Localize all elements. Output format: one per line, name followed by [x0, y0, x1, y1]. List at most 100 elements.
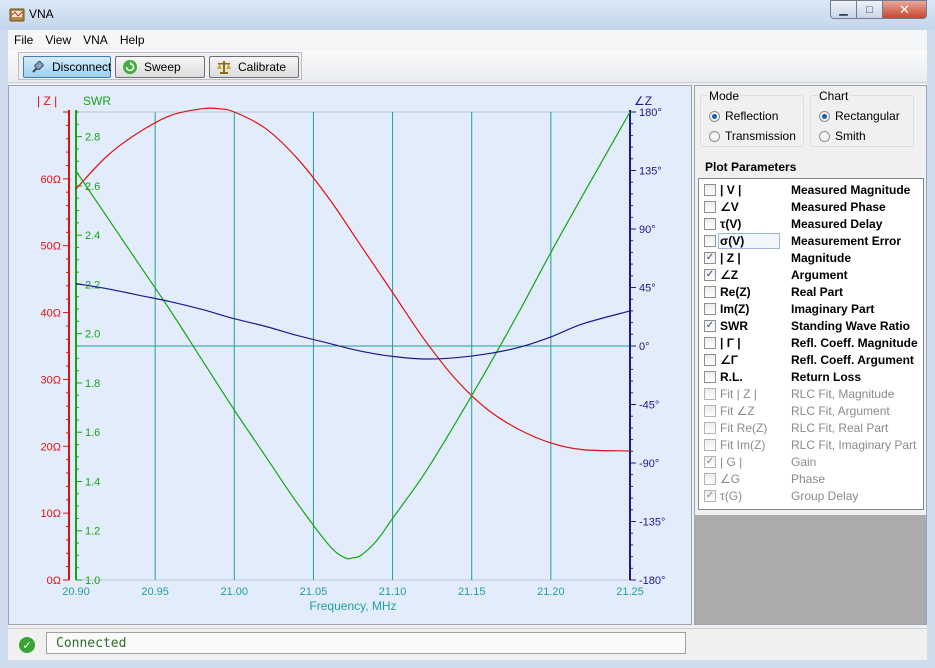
- z-tick-label: 40Ω: [41, 308, 61, 320]
- checkbox-checked[interactable]: ✓: [704, 455, 716, 468]
- checkbox-unchecked[interactable]: [704, 421, 716, 434]
- menu-file[interactable]: File: [14, 32, 34, 47]
- plot-parameter-row[interactable]: ∠V Measured Phase: [699, 198, 923, 215]
- checkbox-unchecked[interactable]: [704, 302, 716, 315]
- caption-buttons: ▁ □ ✕: [830, 0, 927, 20]
- calibrate-button[interactable]: Calibrate: [209, 56, 299, 78]
- checkbox-unchecked[interactable]: [704, 438, 716, 451]
- settings-area: Mode Reflection Transmission Chart Recta…: [695, 86, 926, 515]
- close-button[interactable]: ✕: [883, 0, 927, 19]
- x-tick-label: 21.00: [221, 586, 249, 598]
- plot-parameter-row[interactable]: Im(Z) Imaginary Part: [699, 300, 923, 317]
- status-bar: ✓ Connected: [8, 628, 927, 660]
- plot-parameter-label: Measured Delay: [791, 216, 883, 231]
- checkbox-checked[interactable]: ✓: [704, 268, 716, 281]
- plot-parameter-row[interactable]: Fit | Z | RLC Fit, Magnitude: [699, 385, 923, 402]
- plot-parameter-label: RLC Fit, Imaginary Part: [791, 437, 917, 452]
- mode-transmission-radio[interactable]: Transmission: [709, 129, 796, 143]
- plot-parameter-row[interactable]: R.L. Return Loss: [699, 368, 923, 385]
- sweep-label: Sweep: [144, 60, 181, 74]
- toolbar: Disconnect Sweep Calibrate: [8, 50, 927, 83]
- checkbox-unchecked[interactable]: [704, 217, 716, 230]
- plot-parameter-label: Measured Magnitude: [791, 182, 911, 197]
- plot-parameter-row[interactable]: | V | Measured Magnitude: [699, 181, 923, 198]
- x-tick-label: 21.10: [379, 586, 407, 598]
- maximize-icon: □: [866, 3, 873, 16]
- arg-tick-label: 90°: [639, 224, 656, 236]
- checkbox-checked[interactable]: ✓: [704, 319, 716, 332]
- plot-parameter-label: Gain: [791, 454, 817, 469]
- checkbox-unchecked[interactable]: [704, 472, 716, 485]
- plot-parameter-row[interactable]: ∠Γ Refl. Coeff. Argument: [699, 351, 923, 368]
- minimize-icon: ▁: [839, 4, 848, 16]
- disconnect-button[interactable]: Disconnect: [23, 56, 111, 78]
- plot-parameter-row[interactable]: ✓ τ(G) Group Delay: [699, 487, 923, 504]
- plot-parameter-symbol: Fit Re(Z): [720, 420, 768, 435]
- plot-parameter-symbol: τ(V): [720, 216, 742, 231]
- plot-parameter-row[interactable]: ✓ SWR Standing Wave Ratio: [699, 317, 923, 334]
- chart-smith-radio[interactable]: Smith: [819, 129, 866, 143]
- minimize-button[interactable]: ▁: [830, 0, 857, 19]
- window-title: VNA: [29, 7, 54, 21]
- swr-axis-title: SWR: [83, 94, 111, 108]
- plot-parameter-symbol: R.L.: [720, 369, 743, 384]
- plot-parameter-row[interactable]: | Γ | Refl. Coeff. Magnitude: [699, 334, 923, 351]
- plot-parameter-row[interactable]: Fit Im(Z) RLC Fit, Imaginary Part: [699, 436, 923, 453]
- x-tick-label: 21.20: [537, 586, 565, 598]
- plot-parameters-list: | V | Measured Magnitude ∠V Measured Phase τ…: [698, 178, 924, 510]
- mode-group-title: Mode: [707, 89, 742, 103]
- plot-parameter-row[interactable]: τ(V) Measured Delay: [699, 215, 923, 232]
- plot-parameter-label: Group Delay: [791, 488, 859, 503]
- plot-parameter-label: Measurement Error: [791, 233, 902, 248]
- plot-parameter-label: Real Part: [791, 284, 844, 299]
- z-tick-label: 60Ω: [41, 174, 61, 186]
- mode-reflection-label: Reflection: [725, 109, 779, 123]
- swr-tick-label: 2.0: [85, 329, 100, 341]
- plot-parameter-label: RLC Fit, Real Part: [791, 420, 889, 435]
- plot-parameter-row[interactable]: ✓ | G | Gain: [699, 453, 923, 470]
- plot-parameter-row[interactable]: ✓ ∠Z Argument: [699, 266, 923, 283]
- plot-parameter-label: RLC Fit, Argument: [791, 403, 890, 418]
- title-bar: VNA ▁ □ ✕: [0, 0, 935, 30]
- menu-view[interactable]: View: [45, 32, 72, 47]
- checkbox-unchecked[interactable]: [704, 370, 716, 383]
- checkbox-unchecked[interactable]: [704, 404, 716, 417]
- plot-parameter-label: RLC Fit, Magnitude: [791, 386, 895, 401]
- checkbox-checked[interactable]: ✓: [704, 251, 716, 264]
- plot-parameter-label: Refl. Coeff. Magnitude: [791, 335, 918, 350]
- plot-parameter-row[interactable]: ✓ | Z | Magnitude: [699, 249, 923, 266]
- checkbox-unchecked[interactable]: [704, 336, 716, 349]
- plot-parameter-row[interactable]: σ(V) Measurement Error: [699, 232, 923, 249]
- checkbox-unchecked[interactable]: [704, 200, 716, 213]
- maximize-button[interactable]: □: [857, 0, 883, 19]
- menu-vna[interactable]: VNA: [83, 32, 108, 47]
- radio-selected-icon: [819, 110, 830, 122]
- plot-parameter-label: Imaginary Part: [791, 301, 875, 316]
- refresh-icon: [122, 59, 138, 75]
- chart-rectangular-radio[interactable]: Rectangular: [819, 109, 900, 123]
- checkbox-unchecked[interactable]: [704, 387, 716, 400]
- x-axis-title: Frequency, MHz: [309, 599, 396, 613]
- arg-tick-label: 0°: [639, 341, 650, 353]
- checkbox-checked[interactable]: ✓: [704, 489, 716, 502]
- chart-type-group-title: Chart: [817, 89, 851, 103]
- client-area: File View VNA Help Disconnect Sweep: [8, 30, 927, 660]
- arg-tick-label: -45°: [639, 400, 659, 412]
- mode-reflection-radio[interactable]: Reflection: [709, 109, 778, 123]
- checkbox-unchecked[interactable]: [704, 183, 716, 196]
- checkbox-unchecked[interactable]: [704, 234, 716, 247]
- app-icon: [9, 8, 25, 22]
- plot-parameter-symbol: Re(Z): [720, 284, 751, 299]
- z-tick-label: 30Ω: [41, 374, 61, 386]
- x-tick-label: 20.95: [141, 586, 169, 598]
- checkbox-unchecked[interactable]: [704, 285, 716, 298]
- plot-parameter-row[interactable]: Re(Z) Real Part: [699, 283, 923, 300]
- menu-help[interactable]: Help: [119, 32, 145, 47]
- plot-parameter-row[interactable]: ∠G Phase: [699, 470, 923, 487]
- plot-parameter-row[interactable]: Fit ∠Z RLC Fit, Argument: [699, 402, 923, 419]
- plot-parameter-row[interactable]: Fit Re(Z) RLC Fit, Real Part: [699, 419, 923, 436]
- z-tick-label: 50Ω: [41, 241, 61, 253]
- plot-parameter-symbol: | Z |: [720, 250, 741, 265]
- sweep-button[interactable]: Sweep: [115, 56, 205, 78]
- checkbox-unchecked[interactable]: [704, 353, 716, 366]
